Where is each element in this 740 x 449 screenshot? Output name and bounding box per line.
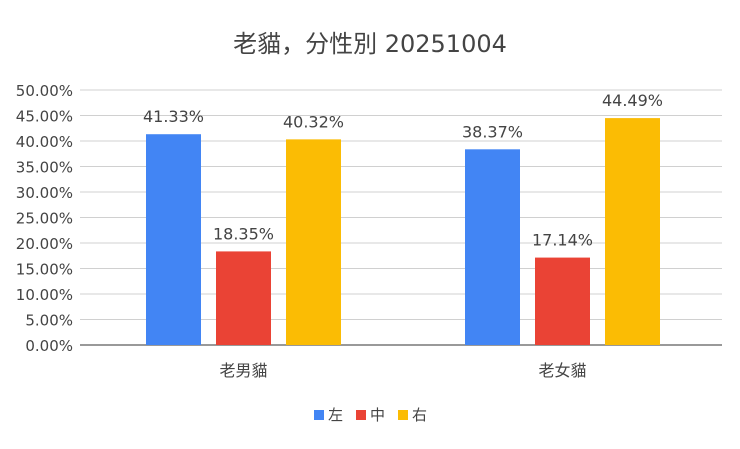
y-tick-label: 5.00% bbox=[25, 312, 73, 330]
y-tick-label: 0.00% bbox=[25, 337, 73, 355]
data-label: 41.33% bbox=[143, 107, 204, 126]
y-tick-label: 45.00% bbox=[16, 108, 73, 126]
data-label: 17.14% bbox=[532, 231, 593, 250]
legend-swatch bbox=[356, 410, 366, 420]
y-tick-label: 50.00% bbox=[16, 82, 73, 100]
y-tick-label: 20.00% bbox=[16, 235, 73, 253]
y-tick-label: 15.00% bbox=[16, 261, 73, 279]
bar-左-老女貓 bbox=[465, 149, 520, 345]
legend-label: 中 bbox=[370, 406, 385, 424]
data-label: 38.37% bbox=[462, 122, 523, 141]
bar-右-老女貓 bbox=[605, 118, 660, 345]
bar-右-老男貓 bbox=[286, 139, 341, 345]
bar-中-老男貓 bbox=[216, 251, 271, 345]
x-tick-label: 老女貓 bbox=[538, 361, 586, 380]
y-tick-label: 35.00% bbox=[16, 159, 73, 177]
y-tick-label: 25.00% bbox=[16, 210, 73, 228]
data-label: 18.35% bbox=[213, 224, 274, 243]
bar-中-老女貓 bbox=[535, 257, 590, 345]
data-label: 40.32% bbox=[283, 112, 344, 131]
legend-swatch bbox=[398, 410, 408, 420]
legend-label: 右 bbox=[412, 406, 427, 424]
y-tick-label: 30.00% bbox=[16, 184, 73, 202]
x-tick-label: 老男貓 bbox=[219, 361, 267, 380]
bar-左-老男貓 bbox=[146, 134, 201, 345]
data-label: 44.49% bbox=[602, 91, 663, 110]
legend-swatch bbox=[314, 410, 324, 420]
y-tick-label: 40.00% bbox=[16, 133, 73, 151]
legend-label: 左 bbox=[328, 406, 343, 424]
y-tick-label: 10.00% bbox=[16, 286, 73, 304]
chart-title: 老貓，分性別 20251004 bbox=[233, 30, 507, 58]
